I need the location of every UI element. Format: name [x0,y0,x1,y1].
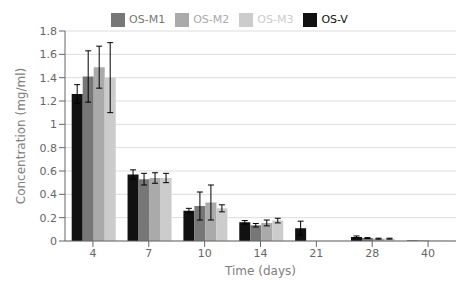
svg-text:0.8: 0.8 [40,142,58,155]
svg-text:1.8: 1.8 [40,25,58,38]
svg-text:40: 40 [421,247,435,260]
html-text:OS-M3: OS-M3 [257,13,294,26]
svg-text:0.6: 0.6 [40,165,58,178]
svg-text:0.2: 0.2 [40,212,58,225]
svg-text:1.4: 1.4 [40,72,58,85]
svg-text:0.4: 0.4 [40,188,58,201]
svg-text:1: 1 [50,118,57,131]
svg-text:4: 4 [89,247,96,260]
svg-text:1.6: 1.6 [40,48,58,61]
svg-text:Concentration (mg/ml): Concentration (mg/ml) [14,68,28,204]
svg-text:28: 28 [365,247,379,260]
html-text:OS-M1: OS-M1 [129,13,166,26]
svg-text:10: 10 [198,247,212,260]
svg-text:7: 7 [145,247,152,260]
html-text:OS-V: OS-V [321,13,348,26]
svg-text:0: 0 [50,235,57,248]
svg-text:21: 21 [309,247,323,260]
svg-text:14: 14 [254,247,268,260]
html-text:OS-M2: OS-M2 [193,13,230,26]
svg-text:1.2: 1.2 [40,95,58,108]
svg-text:Time (days): Time (days) [224,264,296,278]
